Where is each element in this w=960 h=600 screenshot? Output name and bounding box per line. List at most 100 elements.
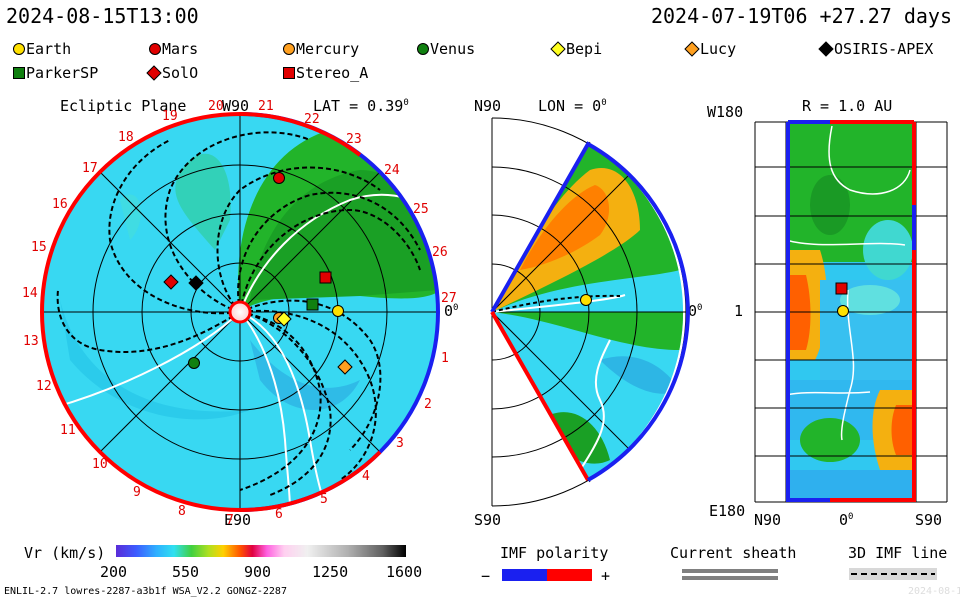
degree-sup: 0 (403, 98, 409, 108)
meridional-imf-line (491, 294, 621, 313)
rotation-number: 8 (178, 504, 186, 519)
solo-marker (163, 274, 179, 290)
meridional-boundary-positive (490, 141, 690, 313)
current-sheath-swatch (682, 576, 778, 580)
earth-marker (580, 294, 592, 306)
meridional-grid (491, 117, 688, 507)
imf-polarity-minus: − (481, 567, 491, 585)
legend-label: Earth (26, 40, 72, 58)
ecliptic-boundary-sector (239, 112, 362, 157)
rotation-number: 16 (52, 197, 68, 212)
degree-sup: 0 (848, 512, 854, 522)
imf-line-label: 3D IMF line (848, 544, 948, 562)
earth-marker-icon (13, 43, 25, 55)
rotation-number: 2 (424, 397, 432, 412)
ecliptic-panel-title: Ecliptic Plane (60, 97, 187, 115)
mars-marker (273, 172, 285, 184)
source-zero-label: 00 (839, 511, 854, 529)
legend-label: Bepi (566, 40, 603, 58)
rotation-number: 4 (362, 469, 370, 484)
legend-label: ParkerSP (26, 64, 99, 82)
legend-mars: Mars (148, 40, 198, 58)
legend-parkersp: ParkerSP (12, 64, 98, 82)
osiris-apex-marker (188, 275, 204, 291)
earth-marker (332, 305, 344, 317)
current-sheath-label: Current sheath (670, 544, 797, 562)
degree-sup: 0 (697, 303, 703, 313)
meridional-s90-label: S90 (474, 511, 502, 529)
source-one-label: 1 (734, 302, 744, 320)
rotation-number: 3 (396, 436, 404, 451)
colorbar-tick: 1250 (312, 563, 349, 581)
rotation-number: 23 (346, 132, 362, 147)
ecliptic-w90-label: W90 (222, 97, 250, 115)
legend-label: Venus (430, 40, 476, 58)
lucy-marker (337, 359, 353, 375)
source-panel-title: R = 1.0 AU (802, 97, 893, 115)
parkersp-marker (306, 298, 319, 311)
sun-icon (228, 300, 252, 324)
rotation-number: 1 (441, 351, 449, 366)
ecliptic-zero-label: 00 (444, 302, 459, 320)
legend-osiris-apex: OSIRIS-APEX (818, 40, 933, 58)
meridional-boundary-negative (490, 311, 590, 481)
legend-venus: Venus (416, 40, 475, 58)
legend-lucy: Lucy (684, 40, 736, 58)
imf-polarity-label: IMF polarity (500, 544, 609, 562)
rotation-number: 18 (118, 130, 134, 145)
legend-label: OSIRIS-APEX (834, 40, 934, 58)
ecliptic-boundary-sector (239, 450, 382, 512)
rotation-number: 13 (23, 334, 39, 349)
meridional-panel-title: LON = 00 (538, 97, 607, 115)
legend-label: Stereo_A (296, 64, 369, 82)
legend-earth: Earth (12, 40, 71, 58)
right-timestamp: 2024-07-19T06 +27.27 days (650, 4, 952, 28)
source-s90-label: S90 (915, 511, 943, 529)
meridional-speed-map (492, 144, 684, 480)
legend-label: SolO (162, 64, 199, 82)
degree-sup: 0 (453, 303, 459, 313)
legend-bepi: Bepi (550, 40, 602, 58)
solo-marker-icon (146, 65, 162, 81)
legend-mercury: Mercury (282, 40, 359, 58)
lucy-marker-icon (684, 41, 700, 57)
bepi-marker-icon (550, 41, 566, 57)
parkersp-marker-icon (13, 67, 25, 79)
source-speed-map (786, 122, 916, 502)
osiris-apex-marker-icon (818, 41, 834, 57)
rotation-number: 19 (162, 109, 178, 124)
rotation-number: 26 (432, 245, 448, 260)
rotation-number: 27 (441, 291, 457, 306)
legend-label: Lucy (700, 40, 737, 58)
imf-polarity-plus: + (601, 567, 611, 585)
meridional-zero-label: 00 (688, 302, 703, 320)
rotation-number: 15 (31, 240, 47, 255)
rotation-number: 22 (304, 112, 320, 127)
colorbar-tick: 900 (244, 563, 272, 581)
ecliptic-lat-label: LAT = 0.390 (313, 97, 409, 115)
rotation-number: 20 (208, 99, 224, 114)
venus-marker (188, 357, 200, 369)
source-surface-panel (754, 120, 948, 503)
colorbar-tick: 200 (100, 563, 128, 581)
colorbar-tick: 1600 (386, 563, 423, 581)
rotation-number: 25 (413, 202, 429, 217)
rotation-number: 6 (275, 507, 283, 522)
ecliptic-boundary-negative (40, 112, 241, 512)
bepi-marker (276, 311, 292, 327)
colorbar-tick: 550 (172, 563, 200, 581)
degree-sup: 0 (601, 98, 607, 108)
rotation-number: 7 (226, 513, 234, 528)
imf-polarity-positive-swatch (547, 569, 592, 581)
ecliptic-e90-label: E90 (224, 511, 252, 529)
source-w180-label: W180 (707, 103, 744, 121)
rotation-number: 14 (22, 286, 38, 301)
legend-label: Mars (162, 40, 199, 58)
rotation-number: 12 (36, 379, 52, 394)
earth-marker (837, 305, 849, 317)
legend-label: Mercury (296, 40, 360, 58)
mercury-marker-icon (283, 43, 295, 55)
meridional-boundary-positive (587, 311, 690, 482)
meridional-panel (490, 117, 690, 507)
